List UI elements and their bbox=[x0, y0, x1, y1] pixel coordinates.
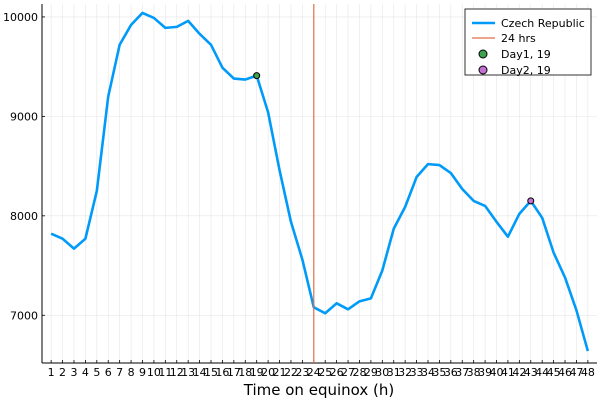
legend-label: Day1, 19 bbox=[501, 48, 551, 61]
x-tick-label: 29 bbox=[364, 366, 378, 379]
series-line bbox=[50, 11, 590, 352]
x-tick-label: 5 bbox=[93, 366, 100, 379]
x-tick-label: 48 bbox=[581, 366, 595, 379]
x-tick-label: 11 bbox=[158, 366, 172, 379]
x-tick-label: 14 bbox=[193, 366, 207, 379]
x-tick-label: 12 bbox=[170, 366, 184, 379]
x-tick-label: 23 bbox=[295, 366, 309, 379]
x-tick-label: 19 bbox=[250, 366, 264, 379]
grid bbox=[42, 4, 597, 363]
legend-box bbox=[464, 8, 592, 76]
x-tick-label: 37 bbox=[455, 366, 469, 379]
x-tick-label: 7 bbox=[116, 366, 123, 379]
x-tick-label: 31 bbox=[387, 366, 401, 379]
x-tick-label: 8 bbox=[128, 366, 135, 379]
x-tick-label: 17 bbox=[227, 366, 241, 379]
x-tick-label: 44 bbox=[535, 366, 549, 379]
highlight-point bbox=[253, 72, 261, 80]
x-tick-label: 38 bbox=[467, 366, 481, 379]
x-tick-label: 26 bbox=[330, 366, 344, 379]
x-tick-label: 6 bbox=[105, 366, 112, 379]
x-tick-label: 41 bbox=[501, 366, 515, 379]
x-tick-label: 36 bbox=[444, 366, 458, 379]
x-tick-label: 24 bbox=[307, 366, 321, 379]
x-tick-label: 3 bbox=[70, 366, 77, 379]
x-tick-label: 4 bbox=[82, 366, 89, 379]
axes bbox=[41, 4, 597, 364]
x-tick-label: 43 bbox=[524, 366, 538, 379]
x-tick-label: 13 bbox=[181, 366, 195, 379]
x-tick-label: 40 bbox=[490, 366, 504, 379]
x-tick-label: 1 bbox=[48, 366, 55, 379]
legend: Czech Republic 24 hrs Day1, 19 Day2, 19 bbox=[464, 8, 592, 77]
x-tick-label: 21 bbox=[273, 366, 287, 379]
x-tick-label: 9 bbox=[139, 366, 146, 379]
legend-label: Czech Republic bbox=[501, 17, 585, 30]
x-tick-label: 25 bbox=[318, 366, 332, 379]
y-tick-label: 10000 bbox=[3, 11, 38, 24]
highlight-point bbox=[527, 197, 535, 205]
x-tick-label: 42 bbox=[512, 366, 526, 379]
x-tick-label: 15 bbox=[204, 366, 218, 379]
x-tick-label: 27 bbox=[341, 366, 355, 379]
legend-swatch-marker bbox=[478, 49, 488, 59]
y-tick-label: 7000 bbox=[10, 309, 38, 322]
x-tick-label: 16 bbox=[215, 366, 229, 379]
x-tick-label: 47 bbox=[569, 366, 583, 379]
legend-label: 24 hrs bbox=[501, 32, 536, 45]
x-tick-label: 45 bbox=[547, 366, 561, 379]
x-tick-label: 10 bbox=[147, 366, 161, 379]
x-tick-label: 46 bbox=[558, 366, 572, 379]
x-tick-label: 28 bbox=[352, 366, 366, 379]
x-tick-label: 35 bbox=[432, 366, 446, 379]
x-tick-label: 34 bbox=[421, 366, 435, 379]
x-tick-label: 39 bbox=[478, 366, 492, 379]
x-tick-label: 22 bbox=[284, 366, 298, 379]
x-tick-label: 2 bbox=[59, 366, 66, 379]
series-layer bbox=[50, 4, 590, 363]
x-tick-label: 20 bbox=[261, 366, 275, 379]
x-tick-label: 18 bbox=[238, 366, 252, 379]
y-tick-label: 8000 bbox=[10, 210, 38, 223]
x-tick-label: 30 bbox=[375, 366, 389, 379]
x-axis-title: Time on equinox (h) bbox=[243, 381, 394, 399]
legend-label: Day2, 19 bbox=[501, 64, 551, 77]
tick-labels: 1 2 3 4 5 6 7 8 9 1011121314151617181920212223242… bbox=[3, 11, 595, 379]
y-tick-label: 9000 bbox=[10, 110, 38, 123]
x-tick-label: 33 bbox=[410, 366, 424, 379]
legend-swatch-marker bbox=[478, 65, 488, 75]
x-tick-label: 32 bbox=[398, 366, 412, 379]
